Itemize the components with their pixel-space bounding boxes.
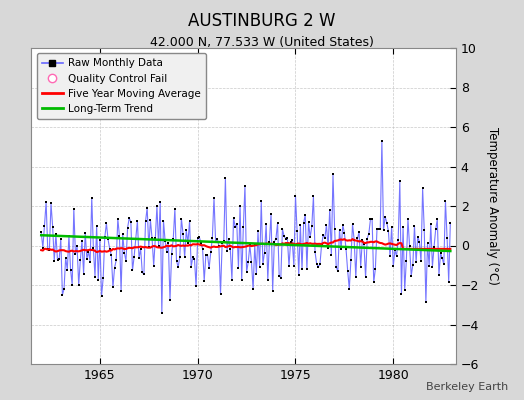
- Y-axis label: Temperature Anomaly (°C): Temperature Anomaly (°C): [486, 127, 498, 285]
- Text: 42.000 N, 77.533 W (United States): 42.000 N, 77.533 W (United States): [150, 36, 374, 49]
- Legend: Raw Monthly Data, Quality Control Fail, Five Year Moving Average, Long-Term Tren: Raw Monthly Data, Quality Control Fail, …: [37, 53, 206, 119]
- Text: AUSTINBURG 2 W: AUSTINBURG 2 W: [188, 12, 336, 30]
- Text: Berkeley Earth: Berkeley Earth: [426, 382, 508, 392]
